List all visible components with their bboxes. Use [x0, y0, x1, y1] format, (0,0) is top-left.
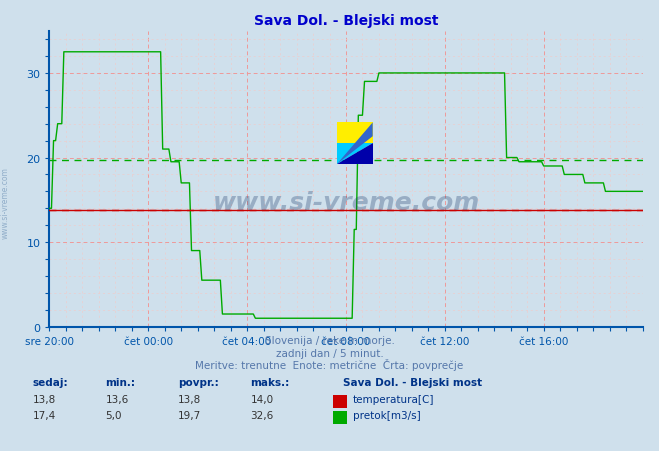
Text: www.si-vreme.com: www.si-vreme.com [212, 191, 480, 215]
Text: min.:: min.: [105, 377, 136, 387]
Text: 32,6: 32,6 [250, 410, 273, 420]
Text: 13,8: 13,8 [33, 394, 56, 404]
Text: www.si-vreme.com: www.si-vreme.com [1, 167, 10, 239]
Title: Sava Dol. - Blejski most: Sava Dol. - Blejski most [254, 14, 438, 28]
Text: 17,4: 17,4 [33, 410, 56, 420]
Text: 14,0: 14,0 [250, 394, 273, 404]
Text: povpr.:: povpr.: [178, 377, 219, 387]
Text: Sava Dol. - Blejski most: Sava Dol. - Blejski most [343, 377, 482, 387]
Text: maks.:: maks.: [250, 377, 290, 387]
Text: Meritve: trenutne  Enote: metrične  Črta: povprečje: Meritve: trenutne Enote: metrične Črta: … [195, 359, 464, 370]
Text: sedaj:: sedaj: [33, 377, 69, 387]
Text: 13,8: 13,8 [178, 394, 201, 404]
Text: zadnji dan / 5 minut.: zadnji dan / 5 minut. [275, 348, 384, 358]
Text: 13,6: 13,6 [105, 394, 129, 404]
Text: 5,0: 5,0 [105, 410, 122, 420]
Text: pretok[m3/s]: pretok[m3/s] [353, 410, 420, 420]
Text: temperatura[C]: temperatura[C] [353, 394, 434, 404]
Text: 19,7: 19,7 [178, 410, 201, 420]
Text: Slovenija / reke in morje.: Slovenija / reke in morje. [264, 336, 395, 345]
